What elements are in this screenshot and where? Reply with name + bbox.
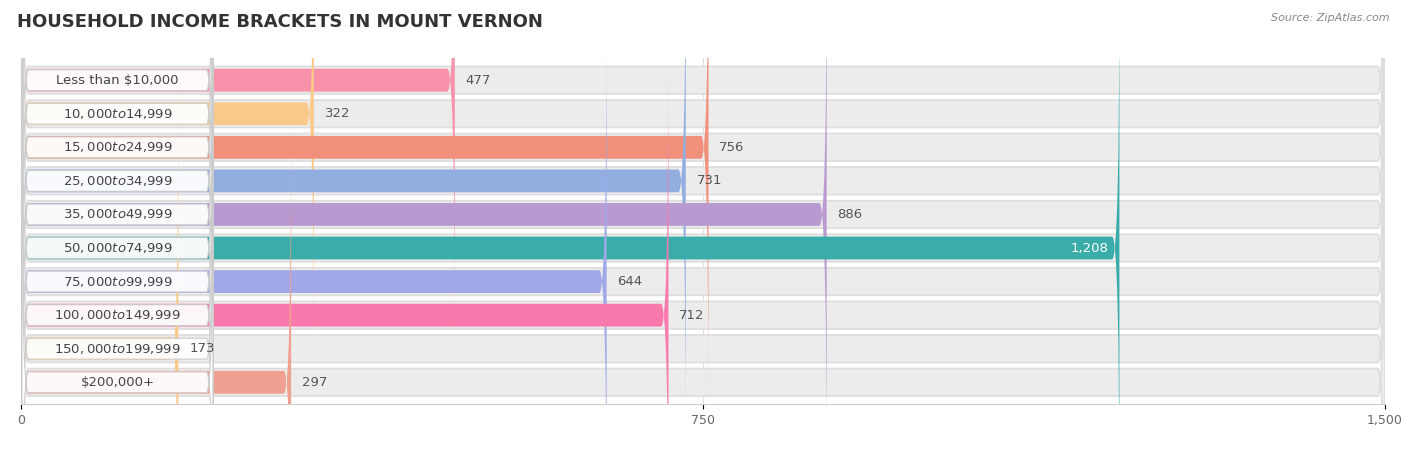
Text: 731: 731 <box>696 174 723 187</box>
FancyBboxPatch shape <box>21 0 1385 436</box>
Text: $100,000 to $149,999: $100,000 to $149,999 <box>55 308 181 322</box>
Text: 297: 297 <box>302 376 328 389</box>
FancyBboxPatch shape <box>22 158 212 449</box>
FancyBboxPatch shape <box>21 0 1385 449</box>
FancyBboxPatch shape <box>21 24 606 449</box>
Text: 173: 173 <box>190 342 215 355</box>
FancyBboxPatch shape <box>22 0 212 372</box>
FancyBboxPatch shape <box>21 0 1385 335</box>
Text: $200,000+: $200,000+ <box>80 376 155 389</box>
FancyBboxPatch shape <box>21 0 1119 449</box>
Text: 886: 886 <box>838 208 863 221</box>
FancyBboxPatch shape <box>22 91 212 449</box>
FancyBboxPatch shape <box>22 0 212 439</box>
FancyBboxPatch shape <box>22 0 212 338</box>
Text: 477: 477 <box>465 74 491 87</box>
Text: Source: ZipAtlas.com: Source: ZipAtlas.com <box>1271 13 1389 23</box>
Text: $10,000 to $14,999: $10,000 to $14,999 <box>63 107 173 121</box>
FancyBboxPatch shape <box>21 60 1385 449</box>
Text: 756: 756 <box>720 141 745 154</box>
FancyBboxPatch shape <box>21 0 1385 369</box>
Text: 322: 322 <box>325 107 350 120</box>
Text: Less than $10,000: Less than $10,000 <box>56 74 179 87</box>
Text: 644: 644 <box>617 275 643 288</box>
Text: $35,000 to $49,999: $35,000 to $49,999 <box>63 207 173 221</box>
FancyBboxPatch shape <box>21 0 314 371</box>
FancyBboxPatch shape <box>21 92 179 449</box>
FancyBboxPatch shape <box>21 0 1385 449</box>
Text: 712: 712 <box>679 308 704 321</box>
FancyBboxPatch shape <box>21 94 1385 449</box>
FancyBboxPatch shape <box>21 0 709 405</box>
FancyBboxPatch shape <box>21 128 1385 449</box>
Text: $50,000 to $74,999: $50,000 to $74,999 <box>63 241 173 255</box>
FancyBboxPatch shape <box>21 125 291 449</box>
Text: $150,000 to $199,999: $150,000 to $199,999 <box>55 342 181 356</box>
FancyBboxPatch shape <box>21 0 827 449</box>
FancyBboxPatch shape <box>22 57 212 449</box>
Text: HOUSEHOLD INCOME BRACKETS IN MOUNT VERNON: HOUSEHOLD INCOME BRACKETS IN MOUNT VERNO… <box>17 13 543 31</box>
FancyBboxPatch shape <box>21 27 1385 449</box>
FancyBboxPatch shape <box>22 23 212 449</box>
FancyBboxPatch shape <box>21 0 1385 402</box>
Text: 1,208: 1,208 <box>1070 242 1108 255</box>
FancyBboxPatch shape <box>22 124 212 449</box>
FancyBboxPatch shape <box>21 0 686 438</box>
Text: $75,000 to $99,999: $75,000 to $99,999 <box>63 275 173 289</box>
FancyBboxPatch shape <box>22 0 212 405</box>
FancyBboxPatch shape <box>21 58 668 449</box>
Text: $25,000 to $34,999: $25,000 to $34,999 <box>63 174 173 188</box>
FancyBboxPatch shape <box>22 0 212 305</box>
FancyBboxPatch shape <box>21 0 454 337</box>
Text: $15,000 to $24,999: $15,000 to $24,999 <box>63 141 173 154</box>
